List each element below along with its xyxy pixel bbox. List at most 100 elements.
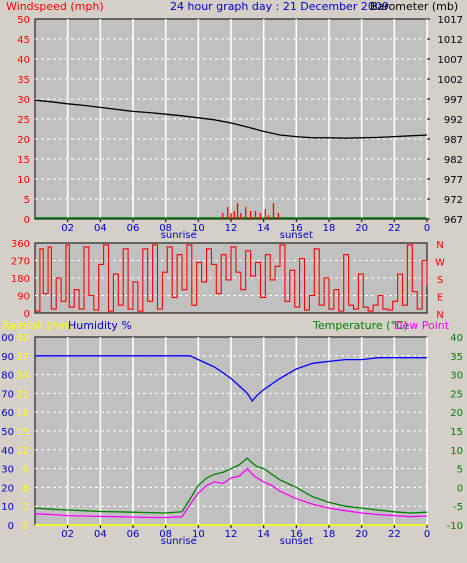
wind-baro-xtick-label: 0 xyxy=(424,223,430,234)
windspeed-tick-label: 25 xyxy=(17,115,30,126)
humidity-tick-label: 100 xyxy=(0,333,14,344)
compass-tick-label: N xyxy=(436,310,443,321)
compass-tick-label: S xyxy=(437,275,443,286)
temp-humidity-xtick-label: 20 xyxy=(355,529,368,540)
barometer-line xyxy=(34,99,428,139)
temperature-tick-label: -10 xyxy=(447,521,463,532)
dewpoint-axis-title: Dew Point xyxy=(394,319,450,332)
temperature-tick-label: 10 xyxy=(450,446,463,457)
temperature-tick-label: 15 xyxy=(450,427,463,438)
barometer-tick-label: 977 xyxy=(444,175,463,186)
rainfall-axis-title: Rainfall (mm) xyxy=(2,319,77,332)
humidity-tick-label: 20 xyxy=(1,483,14,494)
dewpoint-line xyxy=(34,467,428,519)
wind-direction-line xyxy=(35,244,428,312)
rainfall-tick-label: 27 xyxy=(16,352,29,363)
windspeed-axis-title: Windspeed (mph) xyxy=(6,0,104,13)
barometer-tick-label: 982 xyxy=(444,155,463,166)
wind-direction-tick-label: 270 xyxy=(11,257,30,268)
wind-baro-xtick-label: 16 xyxy=(290,223,303,234)
windspeed-tick-label: 40 xyxy=(17,55,30,66)
wind-baro-xtick-label: 12 xyxy=(225,223,238,234)
compass-tick-label: N xyxy=(436,240,443,251)
humidity-tick-label: 0 xyxy=(8,521,14,532)
wind-direction-tick-label: 0 xyxy=(24,309,30,320)
temp-humidity-xtick-label: 0 xyxy=(424,529,430,540)
rainfall-tick-label: 30 xyxy=(16,333,29,344)
humidity-tick-label: 30 xyxy=(1,465,14,476)
barometer-tick-label: 967 xyxy=(444,215,463,226)
wind-baro-sunrise-label: sunrise xyxy=(161,230,197,241)
wind-baro-xtick-label: 02 xyxy=(61,223,74,234)
temperature-tick-label: 5 xyxy=(457,465,463,476)
wind-direction-tick-label: 360 xyxy=(11,239,30,250)
temp-humidity-xtick-label: 22 xyxy=(388,529,401,540)
rainfall-tick-label: 9 xyxy=(23,465,29,476)
humidity-tick-label: 40 xyxy=(1,446,14,457)
windspeed-tick-label: 45 xyxy=(17,35,30,46)
wind-direction-tick-label: 90 xyxy=(17,292,30,303)
wind-baro-xtick-label: 08 xyxy=(159,223,172,234)
compass-tick-label: E xyxy=(437,293,443,304)
temp-humidity-xtick-label: 12 xyxy=(225,529,238,540)
temperature-tick-label: -5 xyxy=(453,502,463,513)
wind-baro-xtick-label: 04 xyxy=(94,223,107,234)
humidity-line xyxy=(35,355,427,402)
windspeed-tick-label: 10 xyxy=(17,175,30,186)
rainfall-tick-label: 6 xyxy=(23,483,29,494)
wind-baro-xtick-label: 14 xyxy=(257,223,270,234)
temp-humidity-xtick-label: 06 xyxy=(127,529,140,540)
temp-humidity-xtick-label: 10 xyxy=(192,529,205,540)
humidity-tick-label: 90 xyxy=(1,352,14,363)
rainfall-tick-label: 21 xyxy=(16,389,29,400)
rainfall-tick-label: 18 xyxy=(16,408,29,419)
temperature-tick-label: 30 xyxy=(450,371,463,382)
windspeed-tick-label: 20 xyxy=(17,135,30,146)
wind-baro-xtick-label: 10 xyxy=(192,223,205,234)
humidity-tick-label: 10 xyxy=(1,502,14,513)
temp-humidity-xtick-label: 02 xyxy=(61,529,74,540)
rainfall-tick-label: 12 xyxy=(16,446,29,457)
temperature-line xyxy=(34,457,428,514)
temperature-tick-label: 25 xyxy=(450,389,463,400)
humidity-tick-label: 80 xyxy=(1,371,14,382)
barometer-tick-label: 992 xyxy=(444,115,463,126)
humidity-tick-label: 50 xyxy=(1,427,14,438)
wind-baro-sunset-label: sunset xyxy=(280,230,313,241)
temperature-tick-label: 35 xyxy=(450,352,463,363)
temp-humidity-sunset-label: sunset xyxy=(280,536,313,547)
barometer-tick-label: 1012 xyxy=(438,35,463,46)
wind-baro-xtick-label: 20 xyxy=(355,223,368,234)
temperature-tick-label: 0 xyxy=(457,483,463,494)
rainfall-tick-label: 0 xyxy=(23,521,29,532)
temp-humidity-xtick-label: 08 xyxy=(159,529,172,540)
windspeed-tick-label: 0 xyxy=(24,215,30,226)
barometer-axis-title: Barometer (mb) xyxy=(370,0,459,13)
humidity-tick-label: 70 xyxy=(1,389,14,400)
windspeed-tick-label: 30 xyxy=(17,95,30,106)
temp-humidity-xtick-label: 18 xyxy=(323,529,336,540)
temp-humidity-sunrise-label: sunrise xyxy=(161,536,197,547)
graph-title: 24 hour graph day : 21 December 2009 xyxy=(170,0,389,13)
barometer-tick-label: 1007 xyxy=(438,55,463,66)
windspeed-tick-label: 35 xyxy=(17,75,30,86)
temp-humidity-xtick-label: 16 xyxy=(290,529,303,540)
barometer-tick-label: 987 xyxy=(444,135,463,146)
barometer-tick-label: 1002 xyxy=(438,75,463,86)
windspeed-tick-label: 15 xyxy=(17,155,30,166)
humidity-axis-title: Humidity % xyxy=(68,319,132,332)
wind-baro-xtick-label: 22 xyxy=(388,223,401,234)
wind-direction-tick-label: 180 xyxy=(11,274,30,285)
barometer-tick-label: 972 xyxy=(444,195,463,206)
humidity-tick-label: 60 xyxy=(1,408,14,419)
wind-baro-xtick-label: 18 xyxy=(323,223,336,234)
temperature-axis-title: Temperature (°C) xyxy=(313,319,408,332)
rainfall-tick-label: 3 xyxy=(23,502,29,513)
compass-tick-label: W xyxy=(435,258,445,269)
temperature-tick-label: 20 xyxy=(450,408,463,419)
barometer-tick-label: 1017 xyxy=(438,15,463,26)
windspeed-tick-label: 5 xyxy=(24,195,30,206)
rainfall-tick-label: 24 xyxy=(16,371,29,382)
